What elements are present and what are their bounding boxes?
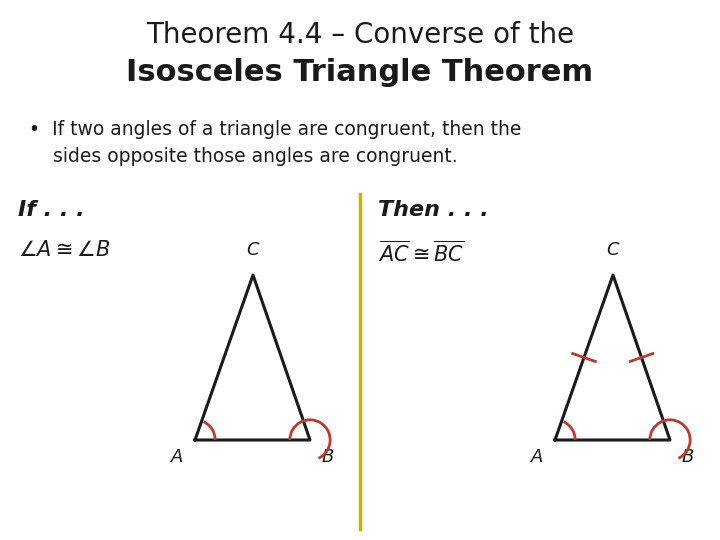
Text: C: C <box>247 241 259 259</box>
Text: If . . .: If . . . <box>18 200 85 220</box>
Text: C: C <box>607 241 619 259</box>
Text: sides opposite those angles are congruent.: sides opposite those angles are congruen… <box>29 147 457 166</box>
Text: •  If two angles of a triangle are congruent, then the: • If two angles of a triangle are congru… <box>29 120 521 139</box>
Text: Theorem 4.4 – Converse of the: Theorem 4.4 – Converse of the <box>146 21 574 49</box>
Text: A: A <box>531 448 543 466</box>
Text: $\angle A \cong \angle B$: $\angle A \cong \angle B$ <box>18 240 110 260</box>
Text: B: B <box>322 448 334 466</box>
Text: B: B <box>682 448 694 466</box>
Text: Isosceles Triangle Theorem: Isosceles Triangle Theorem <box>127 58 593 87</box>
Text: Then . . .: Then . . . <box>378 200 489 220</box>
Text: $\overline{AC} \cong \overline{BC}$: $\overline{AC} \cong \overline{BC}$ <box>378 240 464 266</box>
Text: A: A <box>171 448 183 466</box>
